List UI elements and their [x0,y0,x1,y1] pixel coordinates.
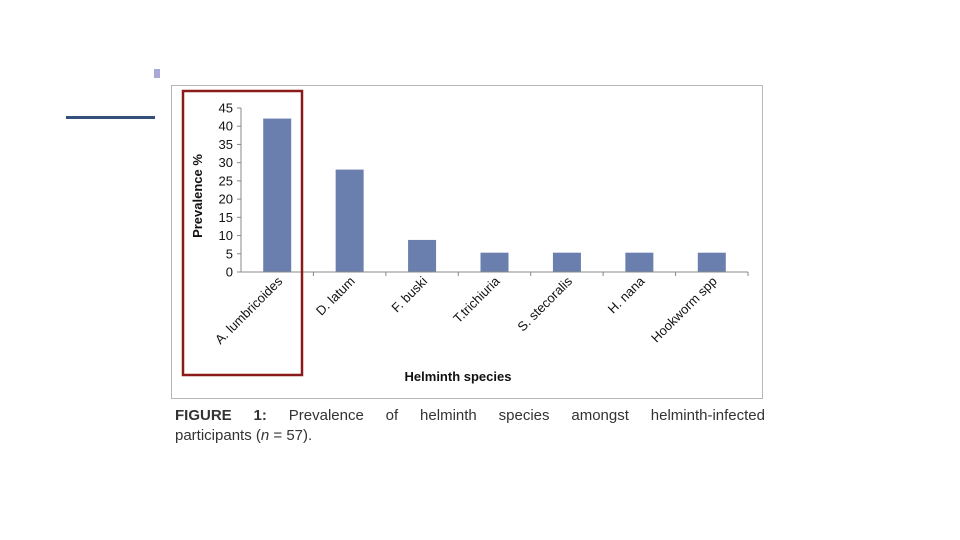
bar-f-buski [408,239,437,272]
y-tick-label: 5 [226,246,233,261]
title-accent-rule [66,116,155,119]
x-axis-title: Helminth species [405,369,512,384]
y-tick-label: 10 [219,228,233,243]
bars [263,118,726,272]
x-category-label: S. stecoralis [514,273,575,334]
x-category-label: T.trichiuria [450,273,503,326]
caption-prefix: participants ( [175,427,261,444]
x-category-label: A. lumbricoides [212,273,286,347]
y-tick-label: 45 [219,101,233,116]
x-category-label: D. latum [313,274,358,319]
bar-chart: 0 5 10 15 20 25 30 35 40 45 A. lumbricoides D. lat… [181,89,749,384]
y-tick-label: 35 [219,137,233,152]
bar-s-stecoralis [552,252,581,272]
bar-h-nana [625,252,654,272]
caption-text: Prevalence of helminth species amongst h… [288,407,765,424]
y-tick-label: 20 [219,192,233,207]
highlight-box [181,89,304,377]
figure-caption-line1: FIGURE 1: Prevalence of helminth species… [175,406,765,425]
bar-t-trichiuria [480,252,509,272]
bar-hookworm-spp [697,252,726,272]
figure-label: FIGURE 1: [175,407,267,424]
y-tick-label: 30 [219,155,233,170]
y-tick-label: 40 [219,119,233,134]
y-tick-label: 0 [226,265,233,280]
x-category-label: H. nana [605,273,648,316]
y-axis-title: Prevalence % [190,154,205,238]
x-category-label: Hookworm spp [648,274,720,346]
y-tick-label: 25 [219,173,233,188]
y-tick-label: 15 [219,210,233,225]
x-category-label: F. buski [388,273,430,315]
bar-d-latum [335,169,364,272]
caption-suffix: = 57). [269,427,313,444]
slide-bullet-marker [154,69,160,78]
figure-caption-line2: participants (n = 57). [175,426,312,445]
bar-a-lumbricoides [263,118,292,272]
x-axis-categories: A. lumbricoides D. latum F. buski T.trichiu… [212,272,749,347]
y-axis-ticks: 0 5 10 15 20 25 30 35 40 45 [219,101,241,280]
caption-n-symbol: n [260,427,270,444]
